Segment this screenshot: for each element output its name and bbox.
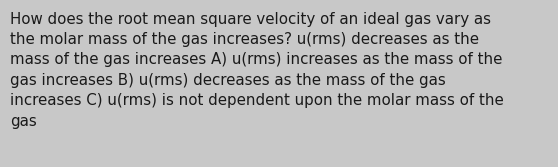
Text: How does the root mean square velocity of an ideal gas vary as
the molar mass of: How does the root mean square velocity o…: [10, 12, 504, 129]
